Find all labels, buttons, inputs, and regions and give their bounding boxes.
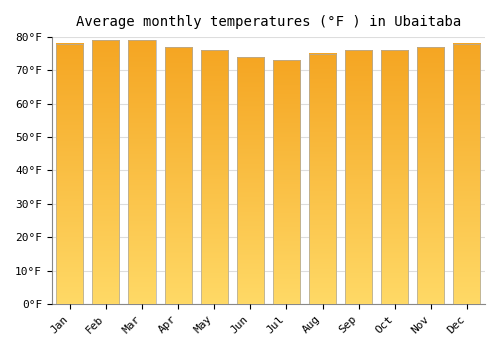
Title: Average monthly temperatures (°F ) in Ubaitaba: Average monthly temperatures (°F ) in Ub… bbox=[76, 15, 461, 29]
